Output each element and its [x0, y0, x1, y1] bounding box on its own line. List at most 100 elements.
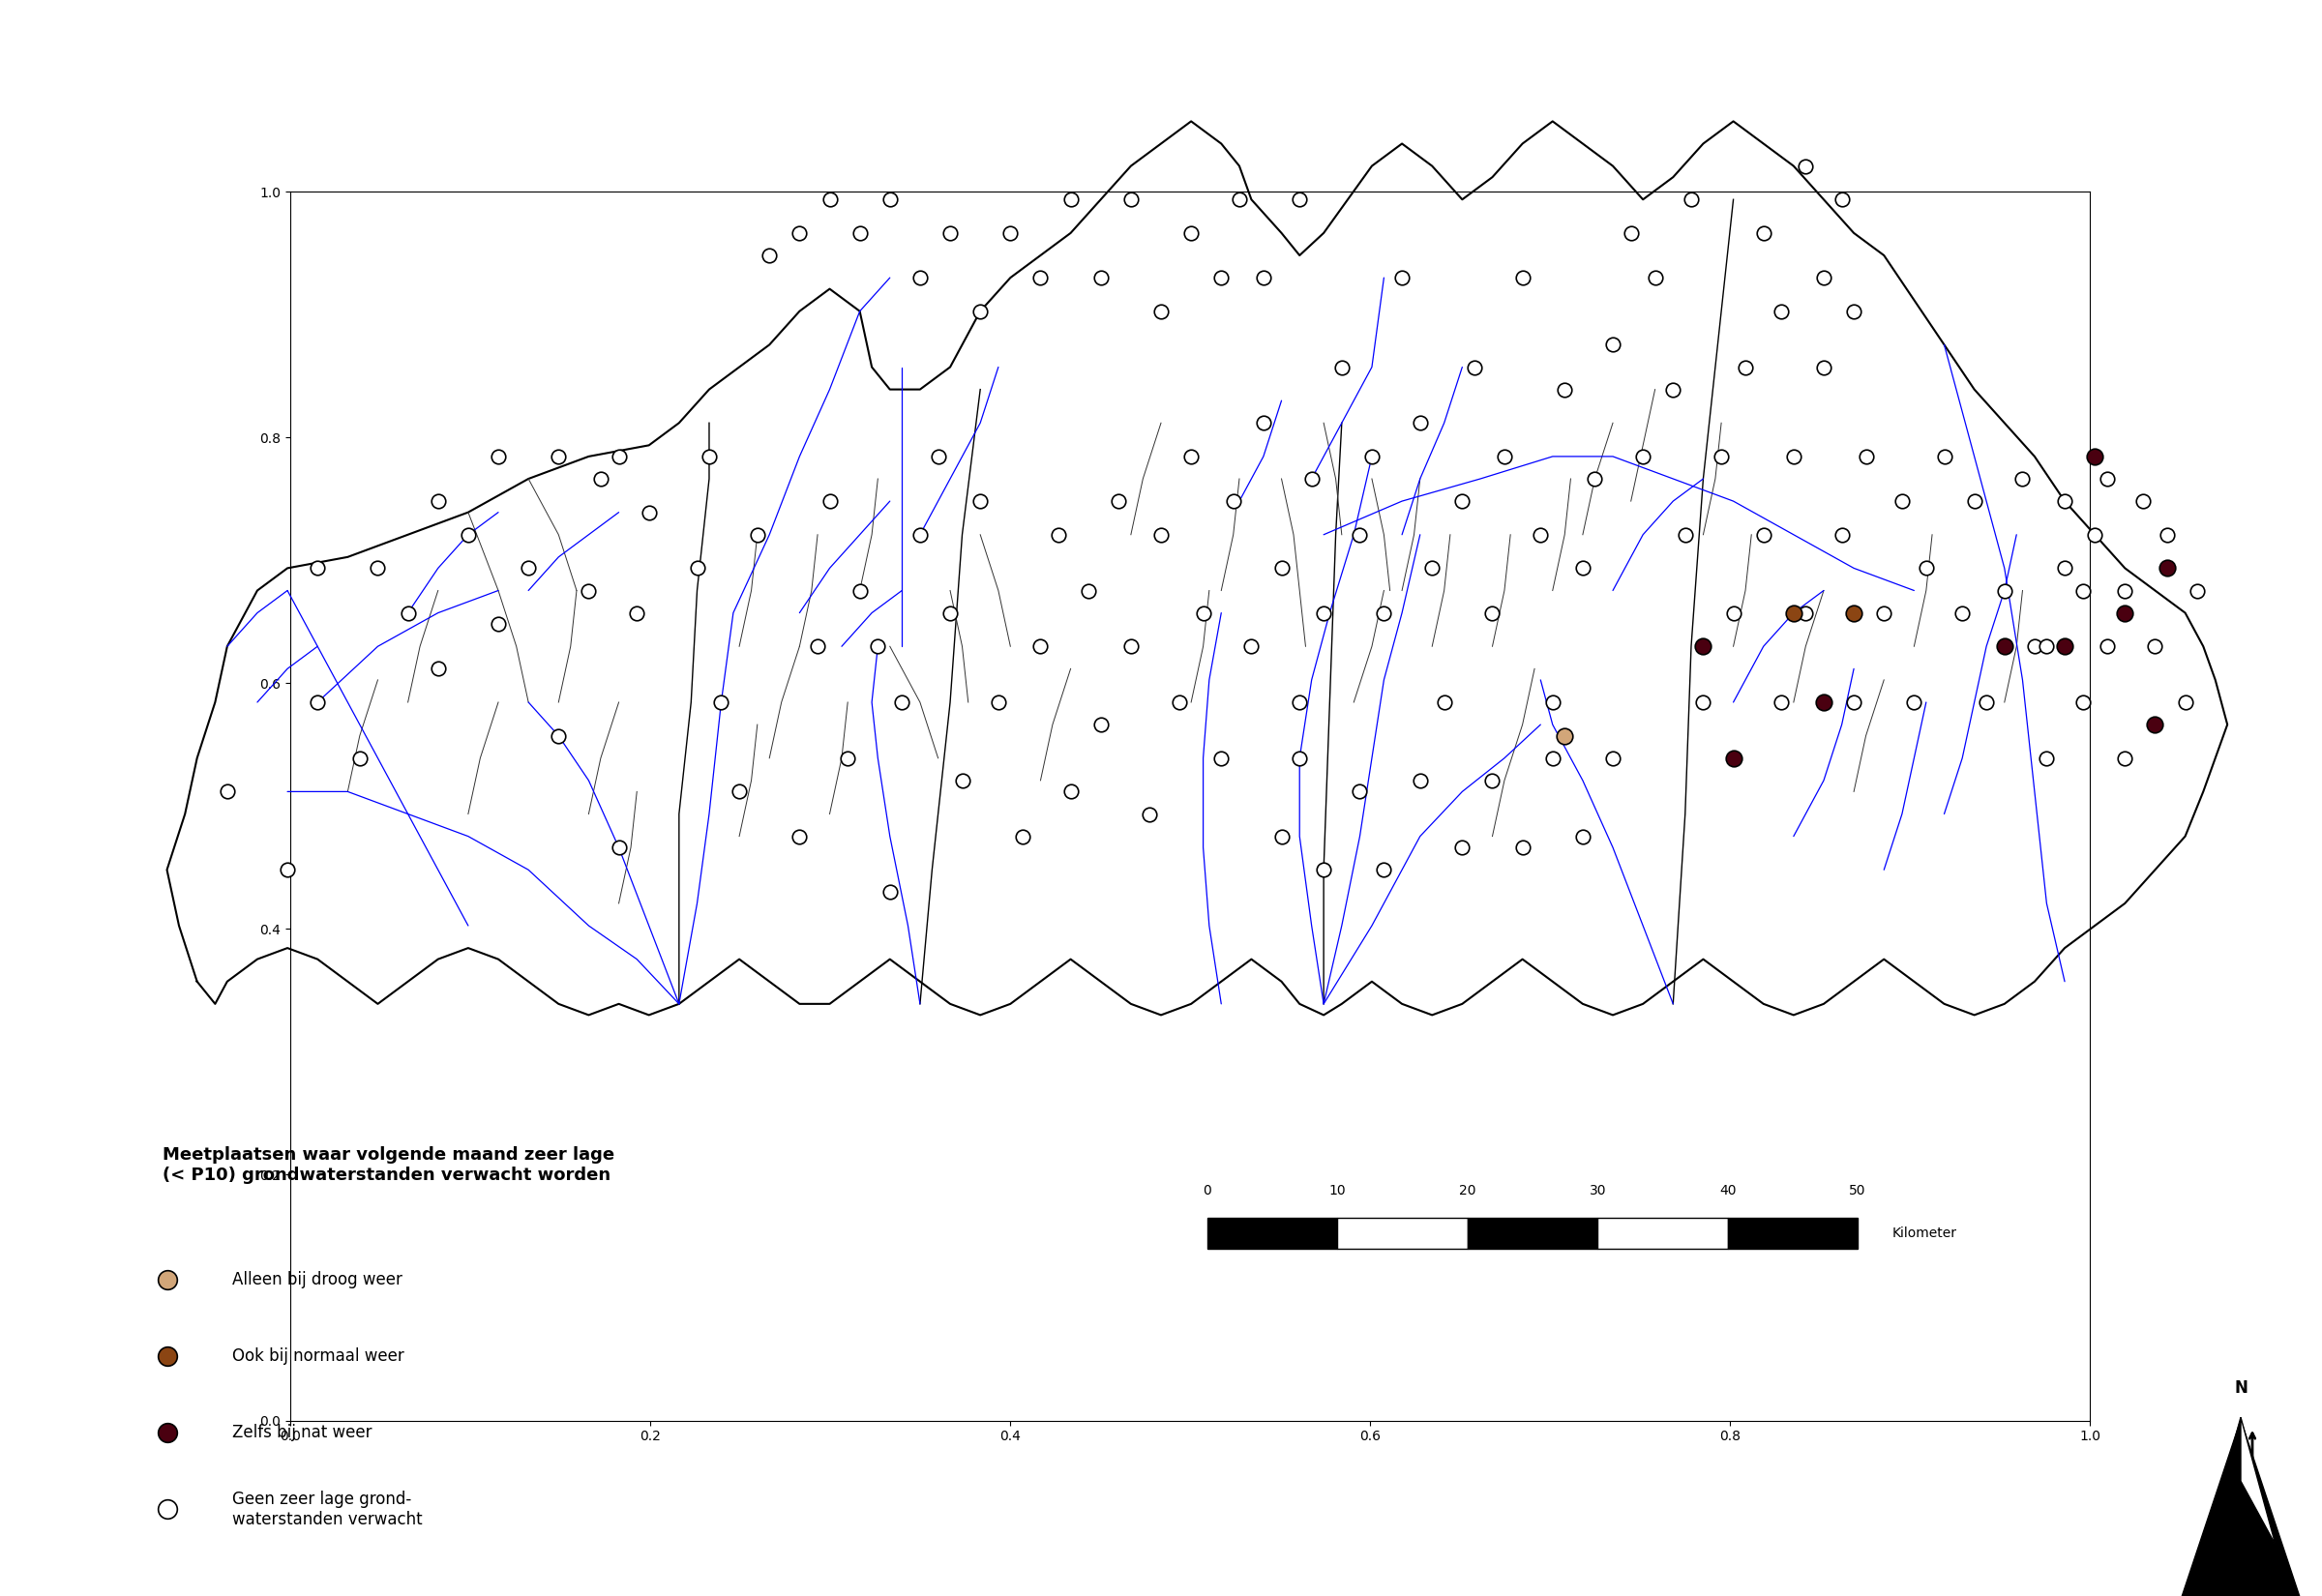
Point: [1985, 578, 2022, 603]
Point: [1955, 488, 1992, 514]
Point: [2106, 578, 2143, 603]
Point: [1070, 578, 1108, 603]
Point: [1595, 332, 1632, 358]
Bar: [1468, 1218, 1598, 1248]
Text: 30: 30: [1588, 1184, 1607, 1197]
Point: [991, 220, 1029, 246]
Point: [780, 220, 817, 246]
Point: [1040, 522, 1077, 547]
Point: [2027, 634, 2064, 659]
Point: [980, 689, 1017, 715]
Point: [599, 835, 636, 860]
Text: Zelfs bij nat weer: Zelfs bij nat weer: [232, 1424, 372, 1441]
Point: [1052, 779, 1089, 804]
Point: [1426, 689, 1463, 715]
Point: [1203, 745, 1240, 771]
Point: [149, 1497, 186, 1523]
Point: [1214, 488, 1252, 514]
Point: [1565, 555, 1602, 581]
Point: [1985, 634, 2022, 659]
Point: [149, 1344, 186, 1369]
Point: [149, 1267, 186, 1293]
Point: [961, 488, 998, 514]
Point: [1804, 689, 1841, 715]
Point: [829, 745, 866, 771]
Point: [2106, 600, 2143, 626]
Point: [1456, 354, 1493, 380]
Point: [780, 824, 817, 849]
Point: [1402, 768, 1440, 793]
Point: [1804, 265, 1841, 290]
Text: N: N: [2234, 1379, 2248, 1396]
Point: [1245, 410, 1282, 436]
Point: [1263, 824, 1300, 849]
Point: [1546, 377, 1584, 402]
Point: [1003, 824, 1040, 849]
Point: [1384, 265, 1421, 290]
Point: [2076, 522, 2113, 547]
Point: [511, 555, 548, 581]
Point: [810, 187, 848, 212]
Point: [300, 555, 337, 581]
Point: [871, 187, 908, 212]
Point: [678, 555, 715, 581]
Point: [2004, 466, 2041, 492]
Point: [341, 745, 378, 771]
Point: [841, 578, 878, 603]
Point: [1305, 600, 1342, 626]
Point: [1788, 153, 1825, 179]
Point: [1565, 824, 1602, 849]
Point: [1101, 488, 1138, 514]
Point: [390, 600, 427, 626]
Point: [1354, 444, 1391, 469]
Text: Alleen bij droog weer: Alleen bij droog weer: [232, 1270, 402, 1288]
Point: [2087, 634, 2125, 659]
Point: [1203, 265, 1240, 290]
Point: [2178, 578, 2215, 603]
Point: [541, 444, 578, 469]
Bar: [1337, 1218, 1468, 1248]
Point: [269, 857, 307, 883]
Point: [1365, 600, 1402, 626]
Point: [209, 779, 246, 804]
Point: [1546, 723, 1584, 749]
Bar: [1728, 1218, 1858, 1248]
Point: [1595, 745, 1632, 771]
Point: [704, 689, 741, 715]
Point: [1505, 265, 1542, 290]
Point: [1082, 712, 1119, 737]
Point: [360, 555, 397, 581]
Point: [1672, 187, 1709, 212]
Point: [810, 488, 848, 514]
Point: [571, 578, 608, 603]
Point: [1728, 354, 1765, 380]
Point: [1762, 298, 1800, 324]
Point: [1173, 444, 1210, 469]
Point: [2136, 634, 2173, 659]
Point: [1293, 466, 1331, 492]
Point: [481, 611, 518, 637]
Point: [1082, 265, 1119, 290]
Point: [690, 444, 727, 469]
Point: [1282, 187, 1319, 212]
Point: [1967, 689, 2004, 715]
Point: [1022, 265, 1059, 290]
Point: [1221, 187, 1259, 212]
Bar: [1598, 1218, 1728, 1248]
Point: [149, 1420, 186, 1446]
Point: [420, 656, 457, 681]
Point: [1625, 444, 1663, 469]
Point: [901, 265, 938, 290]
Point: [629, 500, 666, 525]
Point: [901, 522, 938, 547]
Point: [1052, 187, 1089, 212]
Point: [1402, 410, 1440, 436]
Point: [2027, 745, 2064, 771]
Point: [1714, 745, 1751, 771]
Text: 50: 50: [1848, 1184, 1867, 1197]
Point: [1444, 488, 1481, 514]
Point: [1505, 835, 1542, 860]
Point: [1161, 689, 1198, 715]
Point: [1112, 187, 1149, 212]
Point: [1834, 689, 1872, 715]
